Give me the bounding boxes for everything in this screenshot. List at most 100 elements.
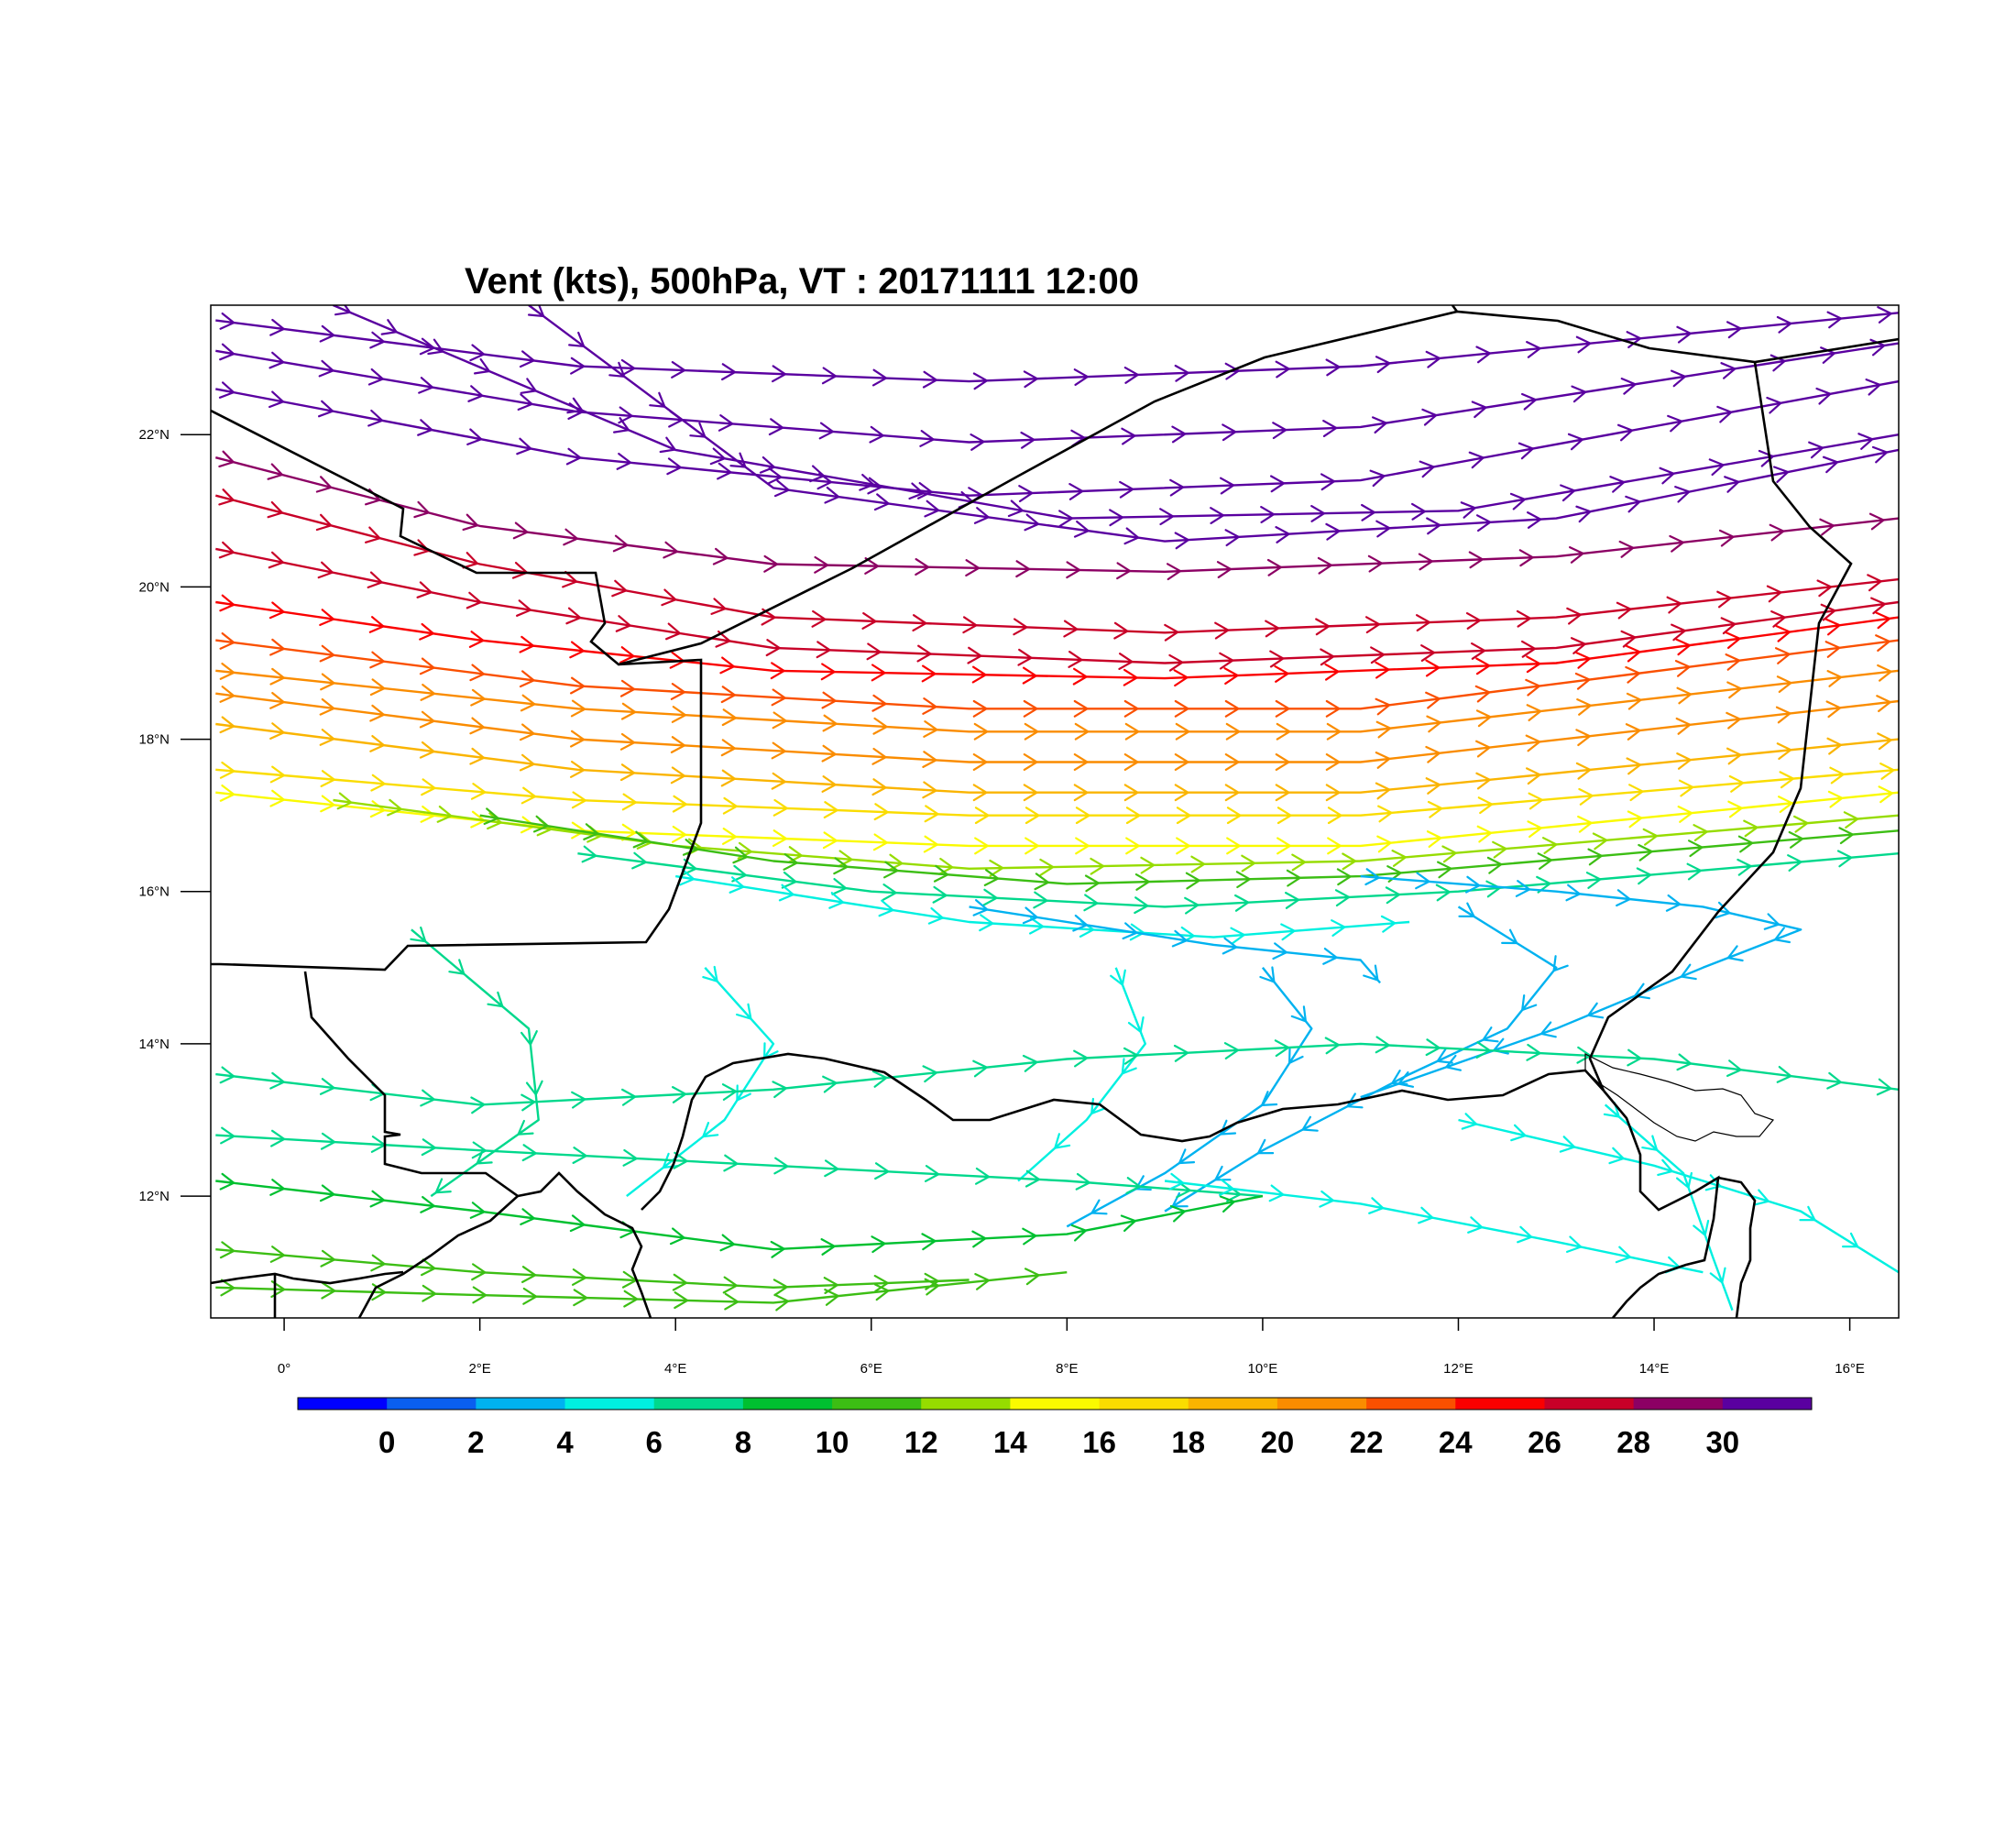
colorbar-frame [297,1397,1813,1410]
wind-chevron [218,541,236,559]
wind-chevron [974,1273,992,1290]
wind-chevron [611,579,629,598]
streamline [1017,967,1146,1182]
wind-chevron [1224,784,1241,802]
wind-chevron [1578,787,1594,806]
wind-chevron [1787,854,1803,872]
wind-chevron [672,825,688,843]
wind-chevron [1367,554,1385,573]
wind-chevron [772,1081,788,1099]
wind-chevron [721,363,738,381]
wind-chevron [972,753,989,771]
wind-chevron [269,318,286,336]
colorbar-swatch [564,1398,655,1410]
wind-chevron [1375,752,1392,769]
wind-chevron [1779,771,1795,789]
streamline [215,722,1899,794]
wind-chevron [1127,1016,1145,1034]
wind-chevron [1477,796,1495,815]
wind-chevron [619,646,636,664]
wind-chevron [319,697,336,716]
colorbar-swatch [298,1398,388,1410]
wind-chevron [1219,1119,1237,1136]
wind-chevron [871,747,888,765]
wind-chevron [369,678,387,697]
wind-chevron [1345,1092,1364,1109]
wind-chevron [516,437,533,456]
wind-chevron [470,783,488,800]
wind-chevron [1213,1165,1232,1181]
wind-chevron [1024,837,1040,855]
wind-chevron [1121,427,1137,445]
wind-chevron [828,892,846,909]
streamline [333,305,1899,520]
wind-chevron [1509,492,1527,510]
wind-chevron [1726,945,1744,962]
wind-chevron [921,1233,937,1251]
wind-chevron [565,447,583,466]
wind-chevron [1073,1049,1090,1068]
wind-chevron [1174,753,1190,771]
wind-chevron [861,612,878,630]
wind-chevron [1269,650,1286,668]
wind-chevron [1708,458,1726,476]
wind-chevron [924,499,941,518]
streamline [1604,1103,1734,1312]
wind-chevron [1083,894,1100,912]
wind-chevron [672,1273,689,1291]
wind-chevron [759,456,776,474]
wind-chevron [1826,1071,1843,1090]
wind-chevron [1667,414,1684,433]
wind-chevron [773,1293,791,1312]
wind-chevron [1074,722,1090,741]
wind-chevron [822,831,839,850]
wind-chevron [1029,916,1046,935]
colorbar-swatch [1188,1398,1278,1410]
wind-chevron [674,1291,690,1310]
wind-chevron [1324,1037,1342,1055]
wind-chevron [1615,1246,1633,1264]
wind-chevron [1022,906,1039,925]
wind-chevron [469,747,487,765]
wind-chevron [219,686,236,703]
wind-chevron [1763,913,1781,930]
colorbar-swatch [921,1398,1011,1410]
wind-chevron [1816,579,1834,598]
wind-chevron [1773,466,1791,483]
wind-chevron [521,1144,538,1162]
wind-chevron [1013,618,1029,636]
wind-chevron [631,851,648,870]
wind-chevron [1425,745,1441,763]
colorbar-label: 18 [1171,1425,1205,1459]
wind-chevron [1124,722,1141,741]
wind-chevron [1475,772,1492,790]
map-axes: 0° 2°E 4°E 6°E 8°E 10°E 12°E 14°E 16°E 12°N 14°N 16… [138,427,1864,1377]
wind-chevron [570,357,586,375]
wind-chevron [427,338,445,356]
wind-chevron [915,558,931,576]
wind-chevron [1073,699,1090,718]
wind-chevron [719,1234,737,1252]
wind-chevron [1627,810,1644,829]
wind-chevron [659,436,677,454]
wind-chevron [1265,620,1281,638]
colorbar: 0 2 4 6 8 10 12 14 16 18 20 22 24 26 28 30 [297,1397,1813,1459]
wind-chevron [1072,914,1090,932]
wind-chevron [1120,1214,1137,1232]
wind-chevron [1693,1219,1710,1237]
wind-chevron [1176,837,1191,855]
wind-chevron [921,664,937,683]
wind-chevron [1190,855,1207,873]
wind-chevron [270,1129,287,1147]
wind-chevron [1276,837,1292,855]
wind-chevron [1377,805,1394,823]
wind-chevron [1226,837,1242,855]
wind-chevron [1574,672,1592,690]
wind-chevron [871,1070,889,1088]
wind-chevron [1256,1138,1275,1155]
wind-chevron [1776,1066,1793,1083]
colorbar-label: 2 [467,1425,484,1459]
wind-chevron [979,914,995,932]
wind-chevron [1073,521,1090,538]
